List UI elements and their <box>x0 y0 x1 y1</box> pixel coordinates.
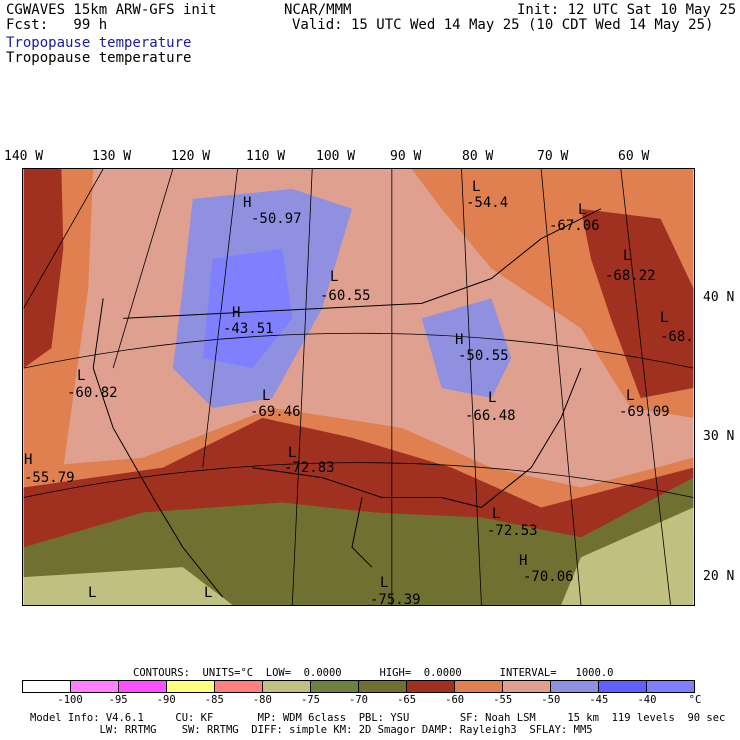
map-center-letter: H <box>232 305 241 321</box>
model-info-line2: LW: RRTMG SW: RRTMG DIFF: simple KM: 2D … <box>30 724 593 736</box>
map-center-letter: L <box>288 445 297 461</box>
map-center-value: -50.55 <box>458 348 509 364</box>
map-center-letter: L <box>488 390 497 406</box>
region-northeast-dark <box>580 208 694 398</box>
map-center-letter: L <box>77 368 86 384</box>
lon-label: 60 W <box>618 149 650 164</box>
colorbar-label: -85 <box>204 694 224 706</box>
lon-label: 130 W <box>92 149 132 164</box>
map-center-letter: L <box>88 585 97 601</box>
colorbar-label: °C <box>688 694 702 706</box>
init-time: Init: 12 UTC Sat 10 May 25 <box>517 2 737 18</box>
boundaries <box>92 208 602 598</box>
map-center-letter: L <box>578 202 587 218</box>
map-center-value: -72.53 <box>487 523 538 539</box>
lon-label: 100 W <box>316 149 356 164</box>
field-title-black: Tropopause temperature <box>6 50 192 66</box>
map-center-letter: L <box>660 310 669 326</box>
map-center-value: -68. <box>660 329 694 345</box>
colorbar-label: -95 <box>108 694 128 706</box>
map-center-letter: H <box>519 553 528 569</box>
colorbar-label: -70 <box>349 694 368 706</box>
region-west-coast-dark <box>23 169 64 369</box>
colorbar-swatch <box>647 681 694 692</box>
field-title-blue: Tropopause temperature <box>6 35 192 51</box>
colorbar-swatch <box>71 681 119 692</box>
colorbar-label: -60 <box>445 694 465 706</box>
colorbar <box>22 680 695 693</box>
lon-label: 110 W <box>246 149 286 164</box>
colorbar-swatch <box>551 681 599 692</box>
lon-label: 70 W <box>537 149 569 164</box>
map-center-letter: L <box>380 575 389 591</box>
region-tropics-olive <box>23 477 694 605</box>
map-center-letter: L <box>492 506 501 522</box>
map-center-letter: L <box>626 388 635 404</box>
colorbar-swatch <box>503 681 551 692</box>
colorbar-label: -80 <box>252 694 272 706</box>
colorbar-label: -75 <box>300 694 320 706</box>
map-center-letter: L <box>262 388 271 404</box>
colorbar-label: -65 <box>397 694 417 706</box>
lon-label: 120 W <box>171 149 211 164</box>
lon-label: 140 W <box>4 149 44 164</box>
map-center-letter: L <box>623 248 632 264</box>
map-center-value: -69.09 <box>619 404 670 420</box>
region-greatlakes-blue <box>421 298 512 398</box>
forecast-hour: Fcst: 99 h <box>6 17 108 33</box>
colorbar-label: -50 <box>541 694 561 706</box>
tropopause-temperature-map <box>22 168 695 606</box>
map-center-value: -75.39 <box>370 592 421 608</box>
colorbar-swatch <box>407 681 455 692</box>
colorbar-swatch <box>23 681 71 692</box>
map-center-value: -69.46 <box>250 404 301 420</box>
map-center-value: -67.06 <box>549 218 600 234</box>
colorbar-swatch <box>119 681 167 692</box>
map-center-letter: H <box>24 452 33 468</box>
map-center-value: -68.22 <box>605 268 656 284</box>
colorbar-label: -55 <box>493 694 513 706</box>
graticule <box>23 169 694 605</box>
region-tropics-khaki <box>561 507 694 605</box>
valid-time: Valid: 15 UTC Wed 14 May 25 (10 CDT Wed … <box>292 17 714 33</box>
map-center-value: -50.97 <box>251 211 302 227</box>
map-center-value: -66.48 <box>465 408 516 424</box>
colorbar-swatch <box>455 681 503 692</box>
map-center-value: -54.4 <box>466 195 509 211</box>
colorbar-swatch <box>263 681 311 692</box>
map-center-value: -60.55 <box>320 288 371 304</box>
colorbar-swatch <box>599 681 647 692</box>
map-center-letter: L <box>330 269 339 285</box>
lat-label: 40 N <box>703 290 735 305</box>
colorbar-label: -100 <box>57 694 83 706</box>
lon-label: 80 W <box>462 149 494 164</box>
region-pacific-khaki <box>23 567 233 605</box>
map-center-letter: L <box>472 179 481 195</box>
colorbar-swatch <box>311 681 359 692</box>
center-label: NCAR/MMM <box>284 2 352 18</box>
colorbar-label: -90 <box>156 694 176 706</box>
region-south-dark <box>23 417 694 558</box>
lat-label: 20 N <box>703 569 735 584</box>
model-info-line1: Model Info: V4.6.1 CU: KF MP: WDM 6class… <box>30 712 726 724</box>
model-title: CGWAVES 15km ARW-GFS init <box>6 2 217 18</box>
map-center-letter: L <box>204 585 213 601</box>
map-center-value: -55.79 <box>24 470 75 486</box>
map-center-letter: H <box>455 332 464 348</box>
map-center-value: -43.51 <box>223 321 274 337</box>
map-center-value: -60.82 <box>67 385 118 401</box>
colorbar-swatch <box>359 681 407 692</box>
map-center-letter: H <box>243 195 252 211</box>
lat-label: 30 N <box>703 429 735 444</box>
contours-info: CONTOURS: UNITS=°C LOW= 0.0000 HIGH= 0.0… <box>133 667 614 679</box>
colorbar-swatch <box>215 681 263 692</box>
map-center-value: -72.83 <box>284 460 335 476</box>
colorbar-label: -40 <box>637 694 657 706</box>
map-center-value: -70.06 <box>523 569 574 585</box>
colorbar-swatch <box>167 681 215 692</box>
colorbar-label: -45 <box>589 694 609 706</box>
lon-label: 90 W <box>390 149 422 164</box>
